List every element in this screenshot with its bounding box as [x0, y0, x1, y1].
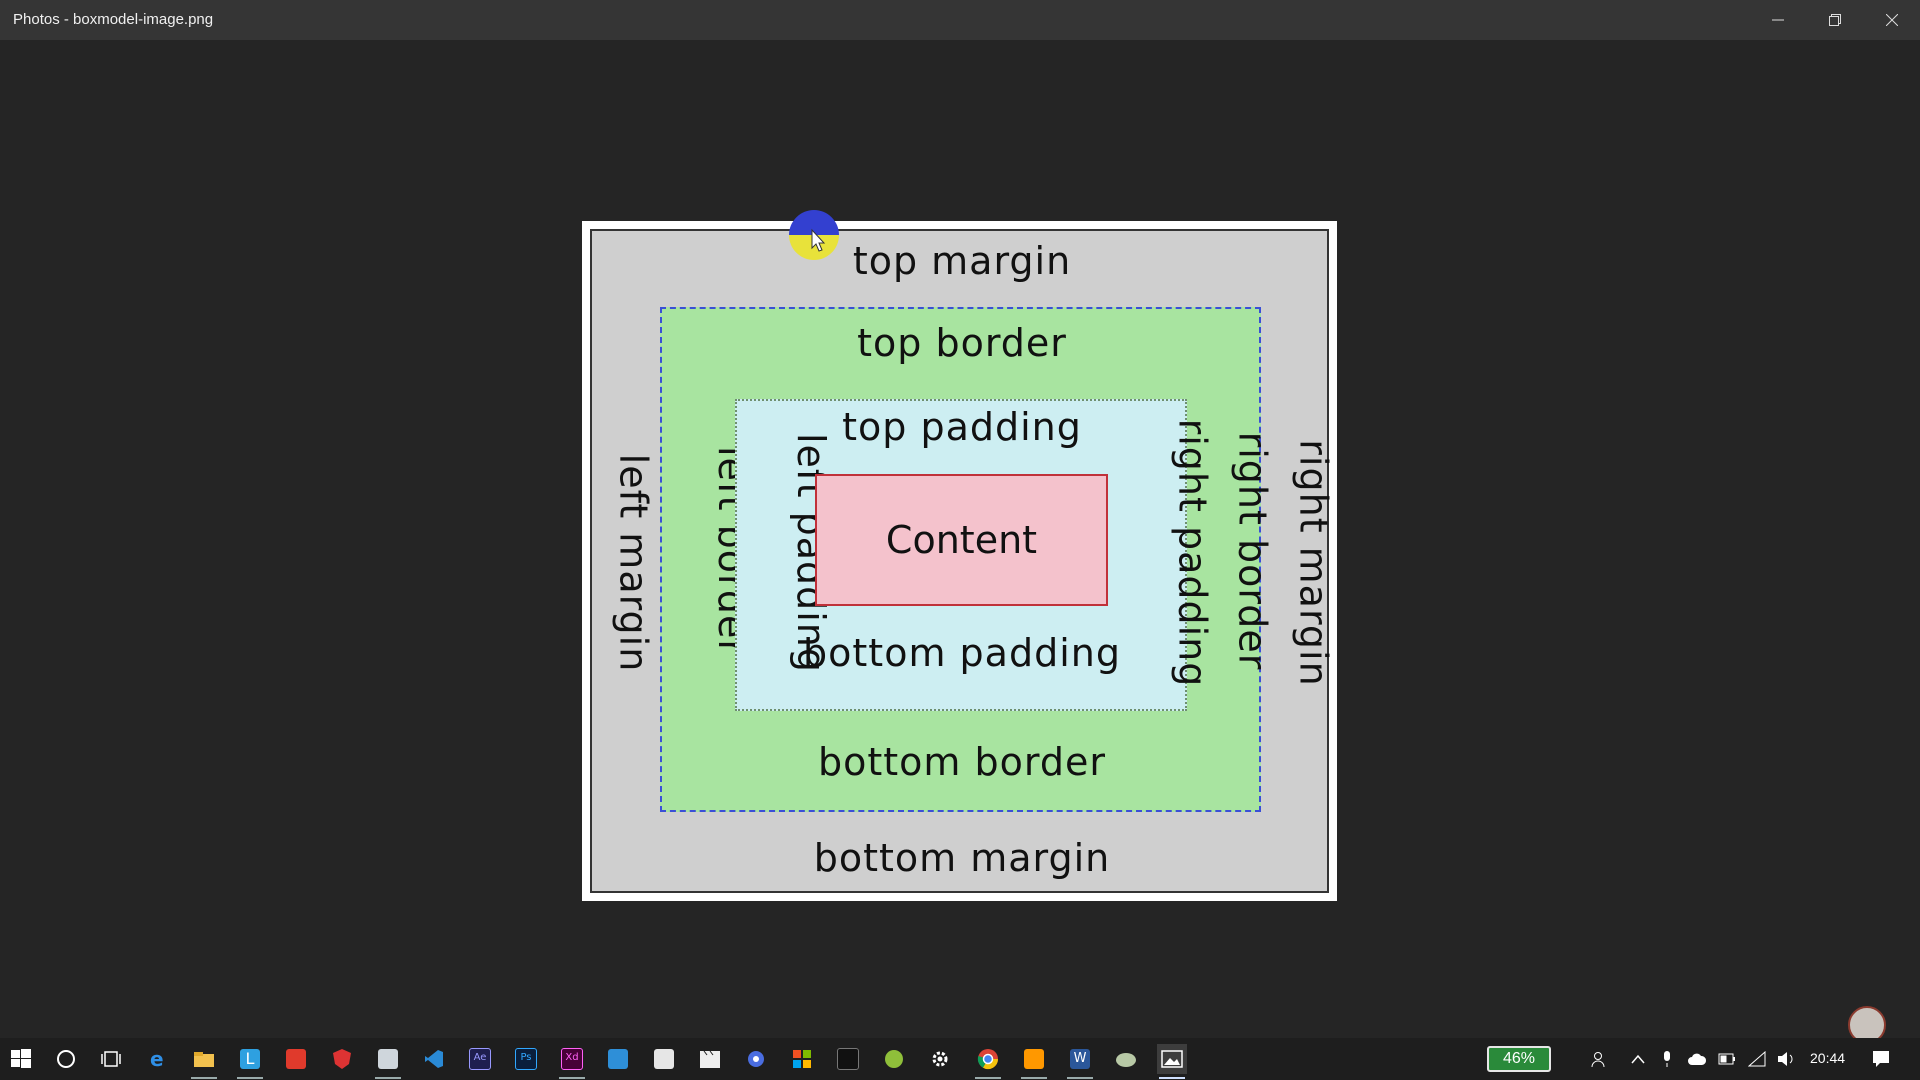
app-paint-icon[interactable] — [1111, 1044, 1141, 1074]
taskbar: e L Ae Ps Xd W 46% — [0, 1038, 1920, 1080]
top-padding-label: top padding — [842, 405, 1082, 449]
margin-area: top margin bottom margin left margin rig… — [590, 229, 1336, 893]
cloud-icon[interactable] — [1686, 1048, 1708, 1070]
right-border-label: right border — [1230, 431, 1275, 671]
adobe-xd-icon[interactable]: Xd — [557, 1044, 587, 1079]
vscode-icon[interactable] — [419, 1044, 449, 1074]
chevron-up-icon[interactable] — [1627, 1048, 1649, 1070]
image-viewer[interactable]: top margin bottom margin left margin rig… — [0, 40, 1920, 1038]
bottom-border-label: bottom border — [818, 740, 1106, 784]
right-padding-label: right padding — [1170, 418, 1215, 688]
app-green-icon[interactable] — [879, 1044, 909, 1074]
edge-icon[interactable]: e — [143, 1044, 173, 1074]
app-mail-icon[interactable] — [649, 1044, 679, 1074]
top-border-label: top border — [857, 321, 1067, 365]
battery-icon[interactable] — [1716, 1048, 1738, 1070]
app-shield-icon[interactable] — [327, 1044, 357, 1074]
wifi-icon[interactable] — [1746, 1048, 1768, 1070]
word-icon[interactable]: W — [1065, 1044, 1095, 1079]
after-effects-icon[interactable]: Ae — [465, 1044, 495, 1074]
restore-button[interactable] — [1807, 0, 1863, 40]
minimize-button[interactable] — [1750, 0, 1806, 40]
svg-text:e: e — [150, 1048, 164, 1070]
settings-icon[interactable] — [925, 1044, 955, 1074]
file-explorer-icon[interactable] — [189, 1044, 219, 1079]
left-margin-label: left margin — [611, 453, 656, 673]
photos-icon[interactable] — [1157, 1044, 1187, 1079]
photoshop-icon[interactable]: Ps — [511, 1044, 541, 1074]
content-area: Content — [815, 474, 1108, 606]
volume-icon[interactable] — [1776, 1048, 1798, 1070]
app-clapper-icon[interactable] — [695, 1044, 725, 1074]
cursor-highlight-icon — [789, 210, 839, 260]
app-l-icon[interactable]: L — [235, 1044, 265, 1079]
mic-icon[interactable] — [1656, 1048, 1678, 1070]
minimize-icon — [1772, 19, 1784, 21]
app-red-icon[interactable] — [281, 1044, 311, 1074]
content-label: Content — [885, 518, 1038, 562]
channel-watermark-icon — [1848, 1006, 1886, 1044]
bottom-padding-label: bottom padding — [803, 631, 1121, 675]
app-store-icon[interactable] — [787, 1044, 817, 1074]
border-area: top border bottom border left border rig… — [660, 307, 1274, 812]
restore-icon — [1829, 14, 1841, 26]
close-icon — [1886, 14, 1898, 26]
chrome-icon[interactable] — [973, 1044, 1003, 1079]
close-button[interactable] — [1864, 0, 1920, 40]
bottom-margin-label: bottom margin — [813, 836, 1111, 880]
boxmodel-image: top margin bottom margin left margin rig… — [582, 221, 1337, 901]
people-icon[interactable] — [1589, 1048, 1611, 1070]
padding-area: top padding bottom padding left padding … — [735, 399, 1214, 711]
sublime-icon[interactable] — [1019, 1044, 1049, 1079]
app-chat-icon[interactable] — [741, 1044, 771, 1074]
windows-start-icon[interactable] — [6, 1044, 36, 1074]
terminal-icon[interactable] — [833, 1044, 863, 1074]
app-window-icon[interactable] — [603, 1044, 633, 1074]
task-view-icon[interactable] — [96, 1044, 126, 1074]
app-folder-icon[interactable] — [373, 1044, 403, 1079]
top-margin-label: top margin — [852, 239, 1072, 283]
clock[interactable]: 20:44 — [1810, 1050, 1846, 1066]
window-title: Photos - boxmodel-image.png — [13, 11, 214, 28]
right-margin-label: right margin — [1291, 439, 1336, 687]
cortana-icon[interactable] — [51, 1044, 81, 1074]
battery-percent-badge[interactable]: 46% — [1487, 1046, 1551, 1072]
title-bar: Photos - boxmodel-image.png — [0, 0, 1920, 40]
notification-icon[interactable] — [1870, 1048, 1892, 1070]
